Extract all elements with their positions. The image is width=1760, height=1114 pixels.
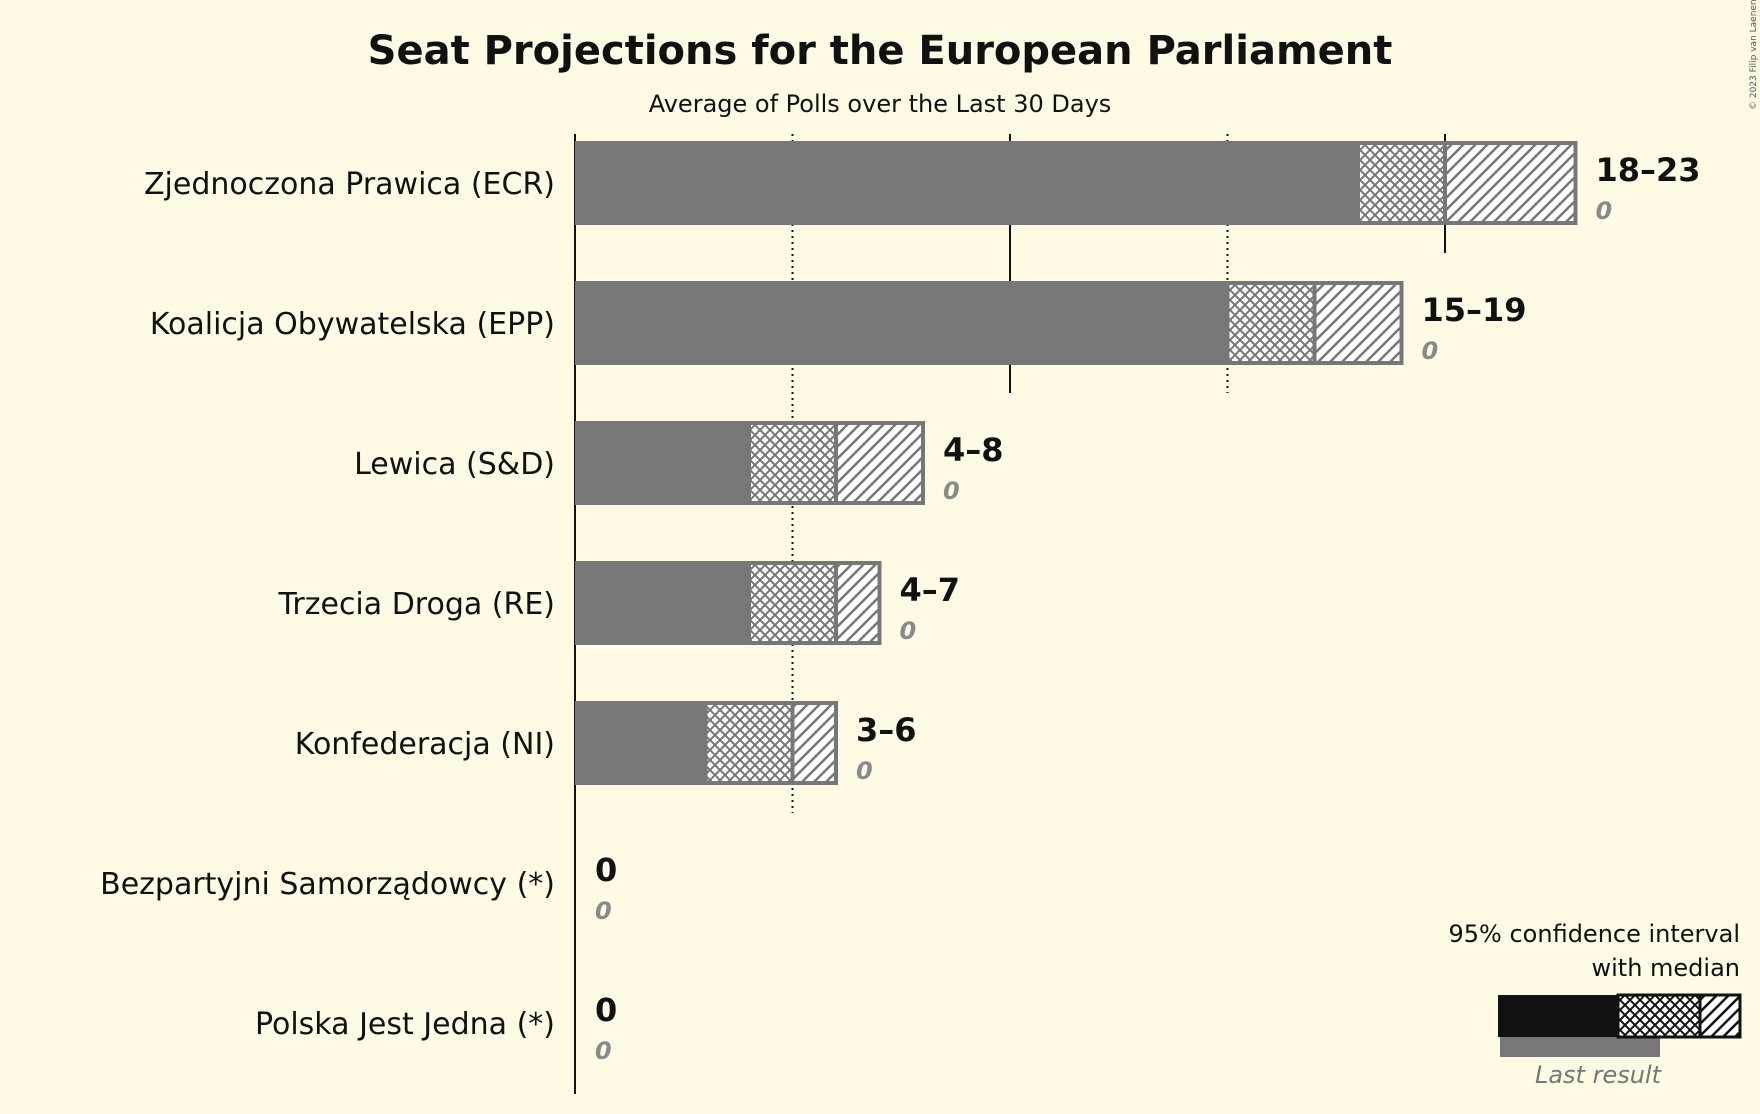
range-label: 15–19 <box>1422 291 1527 329</box>
range-label: 3–6 <box>856 711 917 749</box>
bar-upper-interval <box>834 561 882 645</box>
range-label: 18–23 <box>1596 151 1701 189</box>
copyright-note: © 2023 Filip van Laenen <box>1749 0 1759 110</box>
last-result-label: 0 <box>900 617 917 645</box>
last-result-label: 0 <box>595 1037 612 1065</box>
last-result-label: 0 <box>595 897 612 925</box>
bar-median-interval <box>1356 141 1447 225</box>
bar-median-interval <box>1225 281 1317 365</box>
legend-line2: with median <box>1591 954 1740 982</box>
party-label: Koalicja Obywatelska (EPP) <box>150 307 555 342</box>
legend-bar-solid <box>1498 995 1618 1037</box>
last-result-label: 0 <box>943 477 960 505</box>
range-label: 4–8 <box>943 431 1004 469</box>
bar-upper-interval <box>834 421 925 505</box>
last-result-label: 0 <box>856 757 873 785</box>
bar-solid <box>575 701 706 785</box>
labels: Zjednoczona Prawica (ECR) 18–23 0 Koalicja … <box>100 151 1700 1065</box>
party-label: Konfederacja (NI) <box>295 727 555 762</box>
range-label: 0 <box>595 991 617 1029</box>
bar-median-interval <box>747 561 838 645</box>
range-label: 4–7 <box>900 571 961 609</box>
party-label: Zjednoczona Prawica (ECR) <box>144 167 555 202</box>
bar-solid <box>575 421 749 505</box>
bar-upper-interval <box>1312 281 1404 365</box>
legend-last-result-swatch <box>1500 1035 1660 1057</box>
bar-solid <box>575 561 749 645</box>
party-label: Bezpartyjni Samorządowcy (*) <box>100 867 555 902</box>
bar-upper-interval <box>790 701 838 785</box>
legend-bar-cross <box>1616 993 1702 1039</box>
range-label: 0 <box>595 851 617 889</box>
legend-bar-diag <box>1698 993 1742 1039</box>
bar-median-interval <box>703 701 795 785</box>
bar-median-interval <box>747 421 838 505</box>
legend: 95% confidence interval with median Last… <box>1449 920 1742 1089</box>
party-label: Trzecia Droga (RE) <box>277 587 555 622</box>
legend-last-result-label: Last result <box>1535 1061 1663 1089</box>
chart-title: Seat Projections for the European Parlia… <box>368 28 1393 74</box>
bar-solid <box>575 281 1228 365</box>
last-result-label: 0 <box>1422 337 1439 365</box>
bar-upper-interval <box>1443 141 1578 225</box>
party-label: Polska Jest Jedna (*) <box>255 1007 555 1042</box>
party-label: Lewica (S&D) <box>354 447 555 482</box>
last-result-label: 0 <box>1596 197 1613 225</box>
bar-solid <box>575 141 1358 225</box>
bars <box>575 141 1578 785</box>
chart-subtitle: Average of Polls over the Last 30 Days <box>649 90 1112 118</box>
legend-line1: 95% confidence interval <box>1449 920 1740 948</box>
